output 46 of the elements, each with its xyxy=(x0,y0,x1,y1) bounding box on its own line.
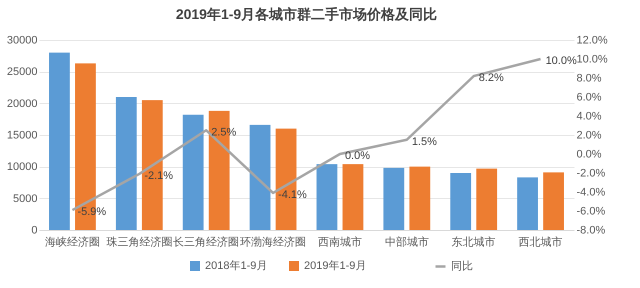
y2-tick-label: 12.0% xyxy=(576,34,608,46)
x-tick-label: 环渤海经济圈 xyxy=(240,236,306,248)
y2-tick-label: 4.0% xyxy=(576,110,602,122)
legend-label: 2019年1-9月 xyxy=(304,260,366,272)
x-tick-label: 珠三角经济圈 xyxy=(106,236,172,248)
bar xyxy=(250,124,270,230)
bar xyxy=(450,173,472,230)
y2-tick-label: 2.0% xyxy=(576,130,602,142)
y-tick-label: 15000 xyxy=(6,130,38,142)
legend-label: 2018年1-9月 xyxy=(205,260,268,272)
y-tick-label: 0 xyxy=(31,224,38,236)
x-tick-label: 中部城市 xyxy=(384,236,429,248)
y-tick-label: 25000 xyxy=(6,66,38,78)
data-label: 1.5% xyxy=(412,136,438,148)
y2-tick-label: 0.0% xyxy=(576,148,602,160)
y2-tick-label: -4.0% xyxy=(576,186,606,198)
bar xyxy=(543,172,564,230)
data-label: 8.2% xyxy=(478,72,504,84)
bar xyxy=(383,168,404,230)
x-tick-label: 长三角经济圈 xyxy=(173,236,240,248)
bar xyxy=(182,114,204,230)
bar xyxy=(517,177,538,230)
bar xyxy=(342,164,364,230)
y2-tick-label: -8.0% xyxy=(576,224,606,236)
legend-label: 同比 xyxy=(451,260,473,272)
x-tick-label: 海峡经济圈 xyxy=(44,236,100,248)
x-tick-label: 东北城市 xyxy=(452,236,496,248)
chart-title: 2019年1-9月各城市群二手市场价格及同比 xyxy=(176,6,438,22)
y-tick-label: 20000 xyxy=(6,98,38,110)
data-label: 0.0% xyxy=(344,150,370,162)
bar xyxy=(409,166,430,230)
y-tick-label: 5000 xyxy=(13,192,38,205)
bar xyxy=(476,168,498,230)
bar xyxy=(116,97,137,230)
y-tick-label: 10000 xyxy=(6,161,38,174)
bar xyxy=(49,52,70,230)
y2-tick-label: 6.0% xyxy=(576,92,602,104)
y2-tick-label: 10.0% xyxy=(576,54,608,66)
y2-tick-label: -2.0% xyxy=(576,168,606,180)
y2-tick-label: 8.0% xyxy=(576,72,602,84)
data-label: 10.0% xyxy=(546,55,577,67)
bar xyxy=(316,164,338,230)
x-tick-label: 西北城市 xyxy=(518,236,563,248)
x-tick-label: 西南城市 xyxy=(318,236,362,248)
y2-tick-label: -6.0% xyxy=(576,206,606,218)
y-tick-label: 30000 xyxy=(6,34,38,46)
